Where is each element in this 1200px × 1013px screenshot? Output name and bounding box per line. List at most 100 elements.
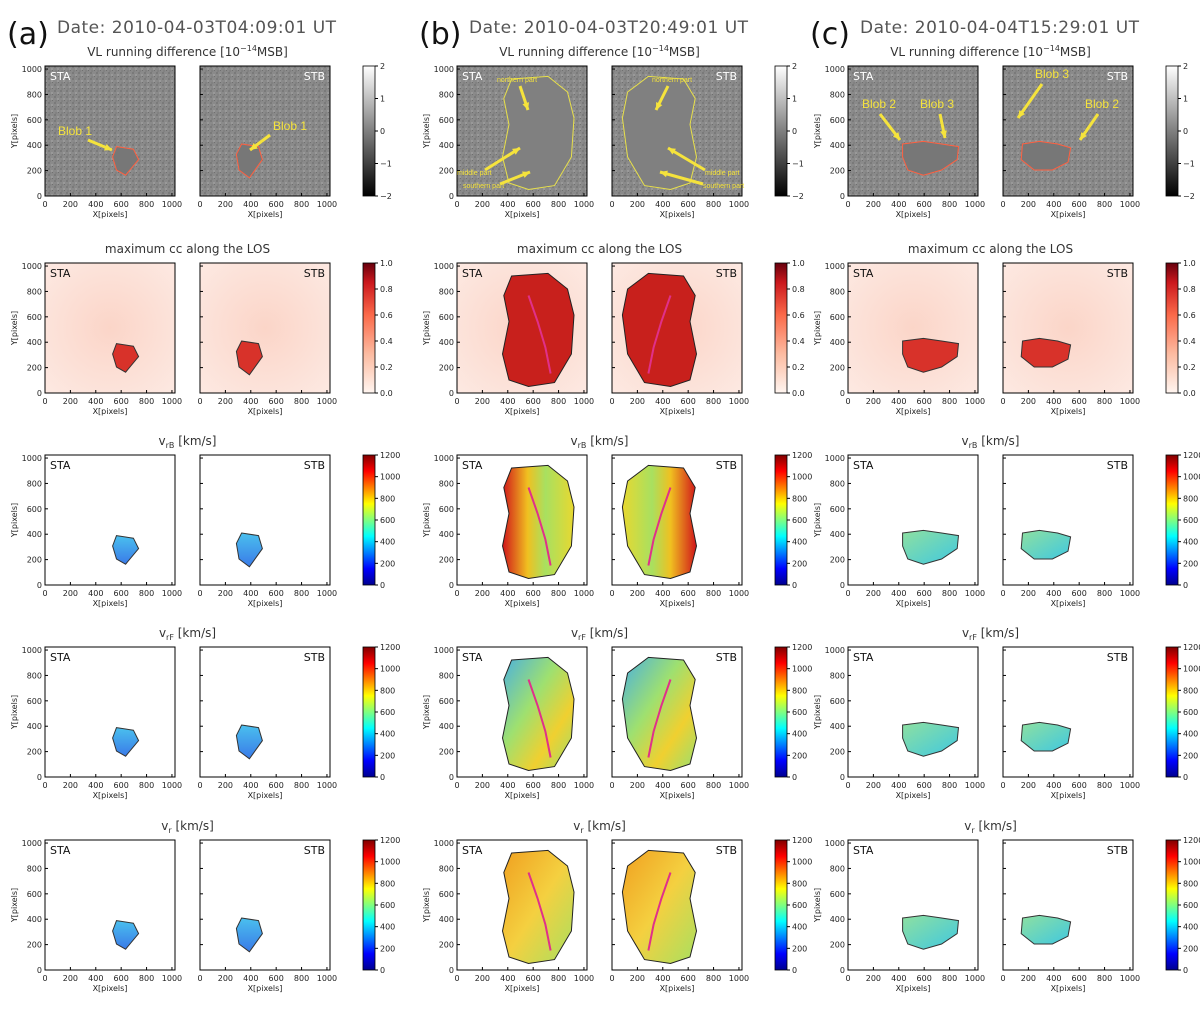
arrow-head xyxy=(940,130,947,138)
colorbar xyxy=(1165,65,1179,197)
y-tick-label: 200 xyxy=(439,364,454,373)
row-title-sub: r xyxy=(168,826,172,835)
colorbar xyxy=(774,262,788,394)
y-axis-label: Y[pixels] xyxy=(813,695,822,730)
annotation-arrow xyxy=(659,170,704,186)
y-axis-label: Y[pixels] xyxy=(422,503,431,538)
flux-rope-track xyxy=(647,295,672,374)
row-title-end: MSB] xyxy=(669,45,700,59)
y-axis-label: Y[pixels] xyxy=(813,888,822,923)
blob-region xyxy=(902,529,960,565)
x-tick-label: 0 xyxy=(609,397,614,406)
y-tick-label: 200 xyxy=(27,167,42,176)
colorbar-tick-label: 400 xyxy=(792,538,807,547)
x-axis-label: X[pixels] xyxy=(660,984,695,993)
row-title-text: v xyxy=(161,819,168,833)
spacecraft-label: STB xyxy=(304,844,325,857)
x-tick-label: 0 xyxy=(609,589,614,598)
colorbar-tick-label: 800 xyxy=(1183,879,1198,888)
y-tick-label: 1000 xyxy=(825,262,845,271)
x-axis-label: X[pixels] xyxy=(93,791,128,800)
date-prefix: Date: xyxy=(57,18,112,38)
row-title: maximum cc along the LOS xyxy=(908,242,1073,256)
x-tick-label: 800 xyxy=(294,200,309,209)
y-tick-label: 800 xyxy=(27,90,42,99)
y-tick-label: 600 xyxy=(27,505,42,514)
x-tick-label: 1000 xyxy=(965,589,985,598)
cme-region xyxy=(501,656,575,772)
colorbar-tick-label: 800 xyxy=(1183,686,1198,695)
colorbar-tick-label: 800 xyxy=(380,686,395,695)
y-tick-label: 200 xyxy=(439,556,454,565)
y-tick-label: 600 xyxy=(830,116,845,125)
x-tick-label: 400 xyxy=(655,589,670,598)
x-tick-label: 800 xyxy=(139,974,154,983)
y-axis-label: Y[pixels] xyxy=(422,888,431,923)
panel-vl-sta: STA 0 200 400 600 800 1000 X[pixels] 0 200 400 600 8… xyxy=(422,65,594,219)
x-tick-label: 0 xyxy=(1000,397,1005,406)
x-tick-label: 600 xyxy=(681,200,696,209)
panel-frame xyxy=(199,65,331,197)
row-title: maximum cc along the LOS xyxy=(517,242,682,256)
colorbar-tick-label: 400 xyxy=(1183,538,1198,547)
panel-vr-stb: STB 0 200 400 600 800 1000 X[pixels] xyxy=(1000,839,1140,993)
x-tick-label: 400 xyxy=(500,200,515,209)
colorbar-tick-label: 1200 xyxy=(1183,643,1200,652)
x-tick-label: 200 xyxy=(218,781,233,790)
x-tick-label: 1000 xyxy=(1120,589,1140,598)
spacecraft-label: STA xyxy=(853,70,874,83)
colorbar-tick-label: 600 xyxy=(1183,516,1198,525)
x-axis-label: X[pixels] xyxy=(93,599,128,608)
x-tick-label: 1000 xyxy=(162,397,182,406)
colorbar-tick-label: 200 xyxy=(1183,944,1198,953)
panel-frame xyxy=(1002,646,1134,778)
y-tick-label: 400 xyxy=(830,530,845,539)
colorbar-tick-label: 2 xyxy=(792,62,797,71)
y-tick-label: 400 xyxy=(439,141,454,150)
arrow-head xyxy=(522,171,530,178)
spacecraft-label: STA xyxy=(462,651,483,664)
x-tick-label: 800 xyxy=(139,781,154,790)
x-tick-label: 0 xyxy=(1000,781,1005,790)
flux-rope-track xyxy=(527,872,552,951)
x-tick-label: 0 xyxy=(454,781,459,790)
row-title-text: v xyxy=(964,819,971,833)
x-tick-label: 0 xyxy=(197,200,202,209)
x-tick-label: 0 xyxy=(1000,589,1005,598)
spacecraft-label: STB xyxy=(716,267,737,280)
y-tick-label: 800 xyxy=(439,287,454,296)
x-tick-label: 1000 xyxy=(574,781,594,790)
colorbar-tick-label: 0.4 xyxy=(792,337,805,346)
spacecraft-label: STA xyxy=(462,267,483,280)
colorbar-tick-label: 0 xyxy=(792,127,797,136)
spacecraft-label: STB xyxy=(716,651,737,664)
x-tick-label: 200 xyxy=(1021,397,1036,406)
x-tick-label: 800 xyxy=(294,781,309,790)
y-axis-label: Y[pixels] xyxy=(422,114,431,149)
x-tick-label: 200 xyxy=(475,974,490,983)
row-title-sub: rB xyxy=(166,441,175,450)
y-tick-label: 0 xyxy=(840,192,845,201)
y-tick-label: 600 xyxy=(439,116,454,125)
row-title: VL running difference [10−14MSB] xyxy=(499,44,700,59)
x-tick-label: 600 xyxy=(1072,589,1087,598)
x-tick-label: 800 xyxy=(942,397,957,406)
row-title-sub: r xyxy=(580,826,584,835)
row-title-text: VL running difference [10 xyxy=(890,45,1043,59)
flux-rope-track xyxy=(647,872,672,951)
panel-frame xyxy=(1002,262,1134,394)
spacecraft-label: STB xyxy=(1107,844,1128,857)
x-tick-label: 0 xyxy=(454,589,459,598)
row-title-text: v xyxy=(571,626,578,640)
arrow-head xyxy=(668,148,676,155)
panel-frame xyxy=(44,646,176,778)
blob-region xyxy=(1020,140,1072,171)
y-tick-label: 800 xyxy=(27,287,42,296)
x-tick-label: 0 xyxy=(197,974,202,983)
spacecraft-label: STA xyxy=(462,844,483,857)
x-tick-label: 1000 xyxy=(317,589,337,598)
row-title-text: v xyxy=(961,434,968,448)
panel-cc-stb: STB 0 200 400 600 800 1000 X[pixels] xyxy=(1000,262,1140,416)
row-title-sub: r xyxy=(971,826,975,835)
x-axis-label: X[pixels] xyxy=(505,599,540,608)
